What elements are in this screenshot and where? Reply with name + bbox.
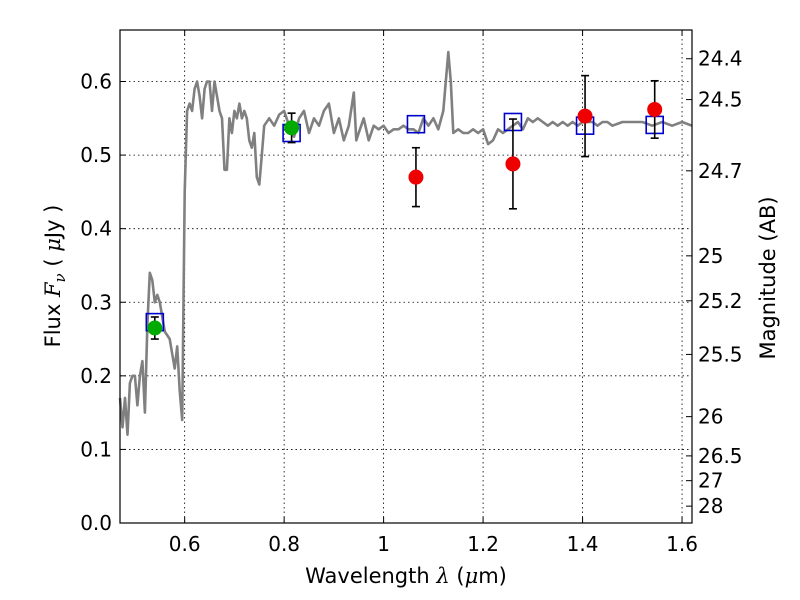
y-tick-label: 0.0 [80,511,112,535]
observed-point-red [577,108,593,124]
y-axis-label: Flux Fν ( μJy ) [41,205,69,348]
observed-point-red [408,169,424,185]
y-axis-ticks: 0.0 0.1 0.2 0.3 0.4 0.5 0.6 [80,70,126,535]
y-tick-label: 0.2 [80,364,112,388]
observed-point-red [647,101,663,117]
x-tick-label: 1.4 [567,532,599,556]
magnitude-axis-label: Magnitude (AB) [756,196,780,359]
magnitude-tick-label: 24.4 [698,47,743,71]
magnitude-tick-label: 27 [698,469,723,493]
magnitude-tick-label: 25.2 [698,289,743,313]
magnitude-tick-label: 24.5 [698,88,743,112]
grid-lines [120,30,692,524]
x-tick-label: 0.8 [268,532,300,556]
magnitude-tick-label: 25 [698,244,723,268]
observed-point-red [505,156,521,172]
magnitude-tick-label: 25.5 [698,342,743,366]
magnitude-tick-label: 26.5 [698,444,743,468]
magnitude-tick-label: 24.7 [698,159,743,183]
x-tick-label: 0.6 [169,532,201,556]
magnitude-tick-label: 28 [698,494,723,518]
plot-frame [119,29,693,524]
x-axis-label: Wavelength λ (μm) [305,564,507,588]
spectrum-line [118,50,693,436]
y-tick-label: 0.6 [80,70,112,94]
y-tick-label: 0.3 [80,290,112,314]
x-tick-label: 1.2 [467,532,499,556]
observed-point-green [284,120,300,136]
observed-point-green [147,320,163,336]
model-photometry-square [406,114,426,134]
y-tick-label: 0.5 [80,143,112,167]
series-layer [118,50,693,436]
y-tick-label: 0.4 [80,217,112,241]
magnitude-tick-label: 26 [698,405,723,429]
x-axis-ticks: 0.6 0.8 1 1.2 1.4 1.6 [169,30,698,556]
y-tick-label: 0.1 [80,437,112,461]
x-tick-label: 1.6 [666,532,698,556]
x-tick-label: 1 [377,532,390,556]
